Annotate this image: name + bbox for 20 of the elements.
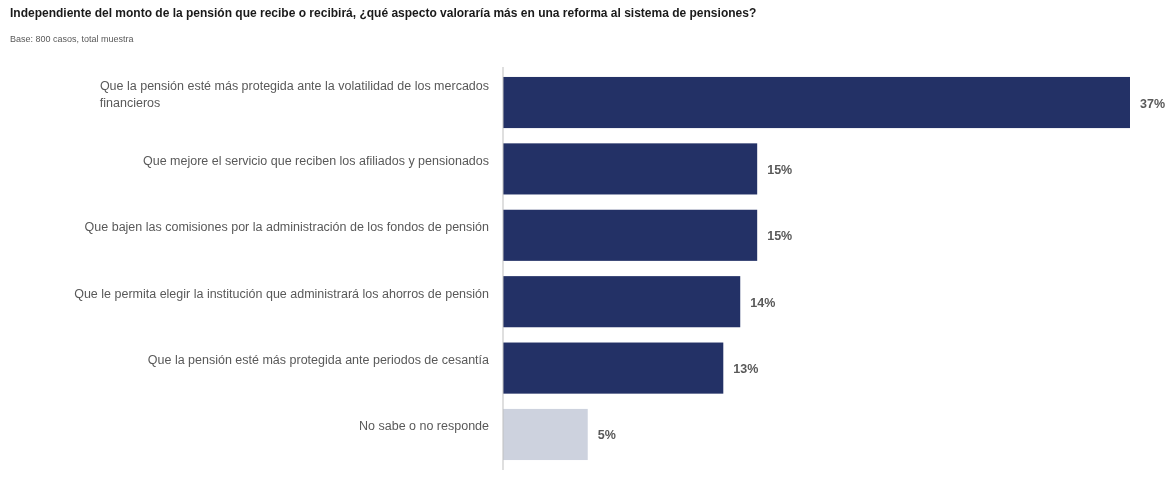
y-tick-label: Que bajen las comisiones por la administración de los fondos de pensión	[84, 220, 490, 235]
bar	[503, 209, 758, 261]
bar	[503, 76, 1130, 129]
data-label: 15%	[767, 162, 793, 177]
y-tick-label: Que la pensión esté más protegida ante periodos de cesantía	[147, 353, 490, 368]
data-label: 5%	[597, 428, 616, 443]
y-tick-label: No sabe o no responde	[359, 419, 490, 434]
y-tick-label: Que mejore el servicio que reciben los afiliados y pensionados	[142, 153, 489, 168]
data-label: 14%	[750, 295, 776, 310]
bar	[503, 143, 758, 195]
text: Independiente del monto de la pensión que recibe o recibirá, ¿qué aspecto valoraría más en una reforma al sistema de pensiones?	[10, 6, 757, 20]
y-tick-label: Que la pensión esté más protegida ante la volatilidad de los mercados financieros	[99, 79, 489, 111]
data-label: 15%	[767, 229, 793, 244]
bar	[503, 342, 724, 394]
data-label: 13%	[733, 362, 759, 377]
bar	[503, 408, 588, 461]
data-label: 37%	[1140, 96, 1166, 111]
bar	[503, 276, 741, 328]
text: Base: 800 casos, total muestra	[10, 34, 134, 44]
y-tick-label: Que le permita elegir la institución que administrará los ahorros de pensión	[74, 286, 490, 301]
